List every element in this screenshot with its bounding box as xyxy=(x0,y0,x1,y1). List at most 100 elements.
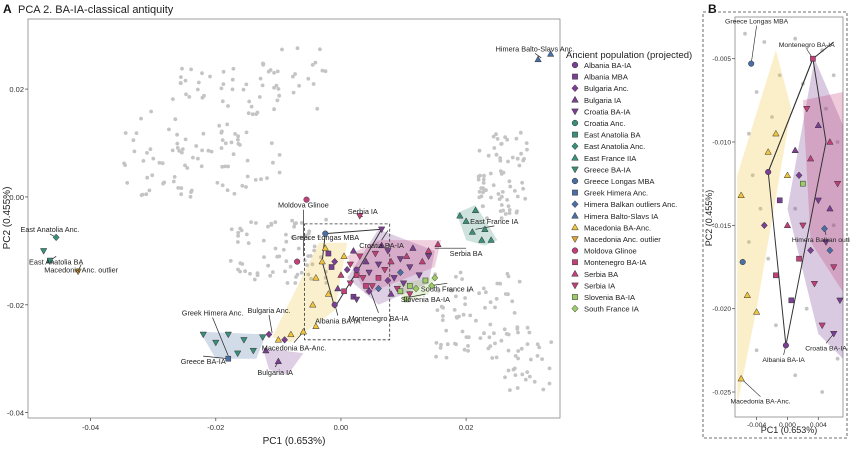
reference-point xyxy=(207,149,211,153)
reference-point xyxy=(528,331,532,335)
point-montenegro-ba-ia xyxy=(363,283,368,288)
reference-point xyxy=(477,291,481,295)
reference-point xyxy=(516,331,520,335)
reference-point xyxy=(315,107,319,111)
legend-marker-albania-mba xyxy=(572,74,577,79)
reference-point xyxy=(441,318,445,322)
legend-label-east-anatolia-anc: East Anatolia Anc. xyxy=(584,142,645,151)
reference-point xyxy=(743,32,747,36)
reference-point xyxy=(500,339,504,343)
reference-point xyxy=(210,150,214,154)
leader-greece-longas-mba xyxy=(751,26,756,64)
point-moldova-glinoe xyxy=(294,259,300,265)
reference-point xyxy=(516,386,520,390)
reference-point xyxy=(762,40,766,44)
reference-point xyxy=(495,282,499,286)
point-montenegro-ba-ia xyxy=(354,273,359,278)
y-tick-label: -0.02 xyxy=(7,301,24,310)
annotation-macedonia-anc-outlier: Macedonia Anc. outlier xyxy=(44,265,118,274)
point-slovenia-ba-ia xyxy=(423,278,428,283)
reference-point xyxy=(222,70,226,74)
macedonia-hull xyxy=(272,243,347,343)
reference-point xyxy=(291,75,295,79)
y-tick-label: -0.025 xyxy=(712,390,731,397)
point-macedonia-ba-anc xyxy=(784,172,790,178)
point-bulgaria-anc xyxy=(266,331,272,338)
legend-marker-east-anatolia-anc xyxy=(572,143,578,150)
reference-point xyxy=(133,150,137,154)
reference-point xyxy=(501,190,505,194)
reference-point xyxy=(236,134,240,138)
reference-point xyxy=(516,325,520,329)
reference-point xyxy=(436,308,440,312)
reference-point xyxy=(245,131,249,135)
reference-point xyxy=(150,173,154,177)
reference-point xyxy=(254,178,258,182)
greece-hull xyxy=(200,332,266,359)
reference-point xyxy=(497,192,501,196)
reference-point xyxy=(278,171,282,175)
reference-point xyxy=(533,380,537,384)
legend-label-south-france-ia: South France IA xyxy=(584,305,640,314)
reference-point xyxy=(251,112,255,116)
legend-marker-montenegro-ba-ia xyxy=(572,260,577,265)
reference-point xyxy=(836,357,840,361)
point-albania-mba xyxy=(326,251,331,256)
legend-marker-east-france-iia xyxy=(572,154,579,160)
reference-point xyxy=(268,274,272,278)
reference-point xyxy=(247,241,251,245)
reference-point xyxy=(507,275,511,279)
reference-point xyxy=(221,138,225,142)
reference-point xyxy=(488,344,492,348)
reference-point xyxy=(525,141,529,145)
reference-point xyxy=(189,190,193,194)
reference-point xyxy=(249,220,253,224)
reference-point xyxy=(793,373,797,377)
reference-point xyxy=(236,240,240,244)
reference-point xyxy=(176,186,180,190)
reference-point xyxy=(490,356,494,360)
annotation-slovenia-ba-ia: Slovenia BA-IA xyxy=(401,295,450,304)
reference-point xyxy=(231,88,235,92)
legend-marker-greece-ba-ia xyxy=(572,167,579,173)
legend-label-croatia-anc: Croatia Anc. xyxy=(584,119,625,128)
legend-marker-moldova-glinoe xyxy=(572,248,578,254)
reference-point xyxy=(272,71,276,75)
reference-point xyxy=(513,189,517,193)
reference-point xyxy=(526,326,530,330)
reference-point xyxy=(541,388,545,392)
reference-point xyxy=(187,95,191,99)
legend: Ancient population (projected) Albania B… xyxy=(566,50,692,314)
reference-point xyxy=(254,112,258,116)
point-slovenia-ba-ia xyxy=(800,181,805,186)
legend-label-macedonia-ba-anc: Macedonia BA-Anc. xyxy=(584,223,651,232)
reference-point xyxy=(306,77,310,81)
reference-point xyxy=(246,175,250,179)
reference-point xyxy=(250,105,254,109)
point-albania-ba-ia xyxy=(332,302,338,308)
annotation-albania-ba-ia: Albania BA-IA xyxy=(762,357,805,364)
reference-point xyxy=(548,382,552,386)
reference-point xyxy=(503,375,507,379)
reference-point xyxy=(520,347,524,351)
reference-point xyxy=(480,194,484,198)
annotation-bulgaria-ia: Bulgaria IA xyxy=(257,368,293,377)
annotation-croatia-ba-ia: Croatia BA-IA xyxy=(359,241,404,250)
reference-point xyxy=(463,302,467,306)
reference-point xyxy=(507,333,511,337)
reference-point xyxy=(318,47,322,51)
point-montenegro-ba-ia xyxy=(810,56,815,61)
reference-point xyxy=(179,75,183,79)
reference-point xyxy=(194,144,198,148)
reference-point xyxy=(462,313,466,317)
annotation-serbia-ia: Serbia IA xyxy=(348,207,378,216)
legend-marker-serbia-ba xyxy=(572,270,579,276)
reference-point xyxy=(296,273,300,277)
reference-point xyxy=(525,148,529,152)
annotation-moldova-glinoe: Moldova Glinoe xyxy=(278,201,329,210)
reference-point xyxy=(289,265,293,269)
reference-point xyxy=(276,99,280,103)
reference-point xyxy=(158,161,162,165)
reference-point xyxy=(482,174,486,178)
